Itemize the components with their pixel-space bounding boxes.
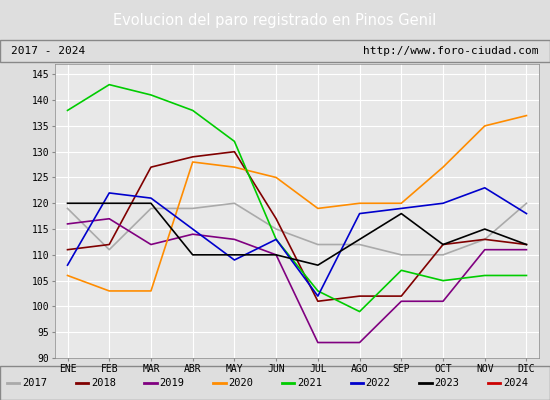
Text: 2019: 2019 [160,378,184,388]
Text: 2023: 2023 [434,378,459,388]
Text: 2022: 2022 [366,378,390,388]
Text: 2017 - 2024: 2017 - 2024 [11,46,85,56]
Text: Evolucion del paro registrado en Pinos Genil: Evolucion del paro registrado en Pinos G… [113,14,437,28]
Text: 2017: 2017 [22,378,47,388]
Text: http://www.foro-ciudad.com: http://www.foro-ciudad.com [364,46,539,56]
Text: 2020: 2020 [228,378,253,388]
Text: 2018: 2018 [91,378,116,388]
Text: 2024: 2024 [503,378,528,388]
Text: 2021: 2021 [297,378,322,388]
